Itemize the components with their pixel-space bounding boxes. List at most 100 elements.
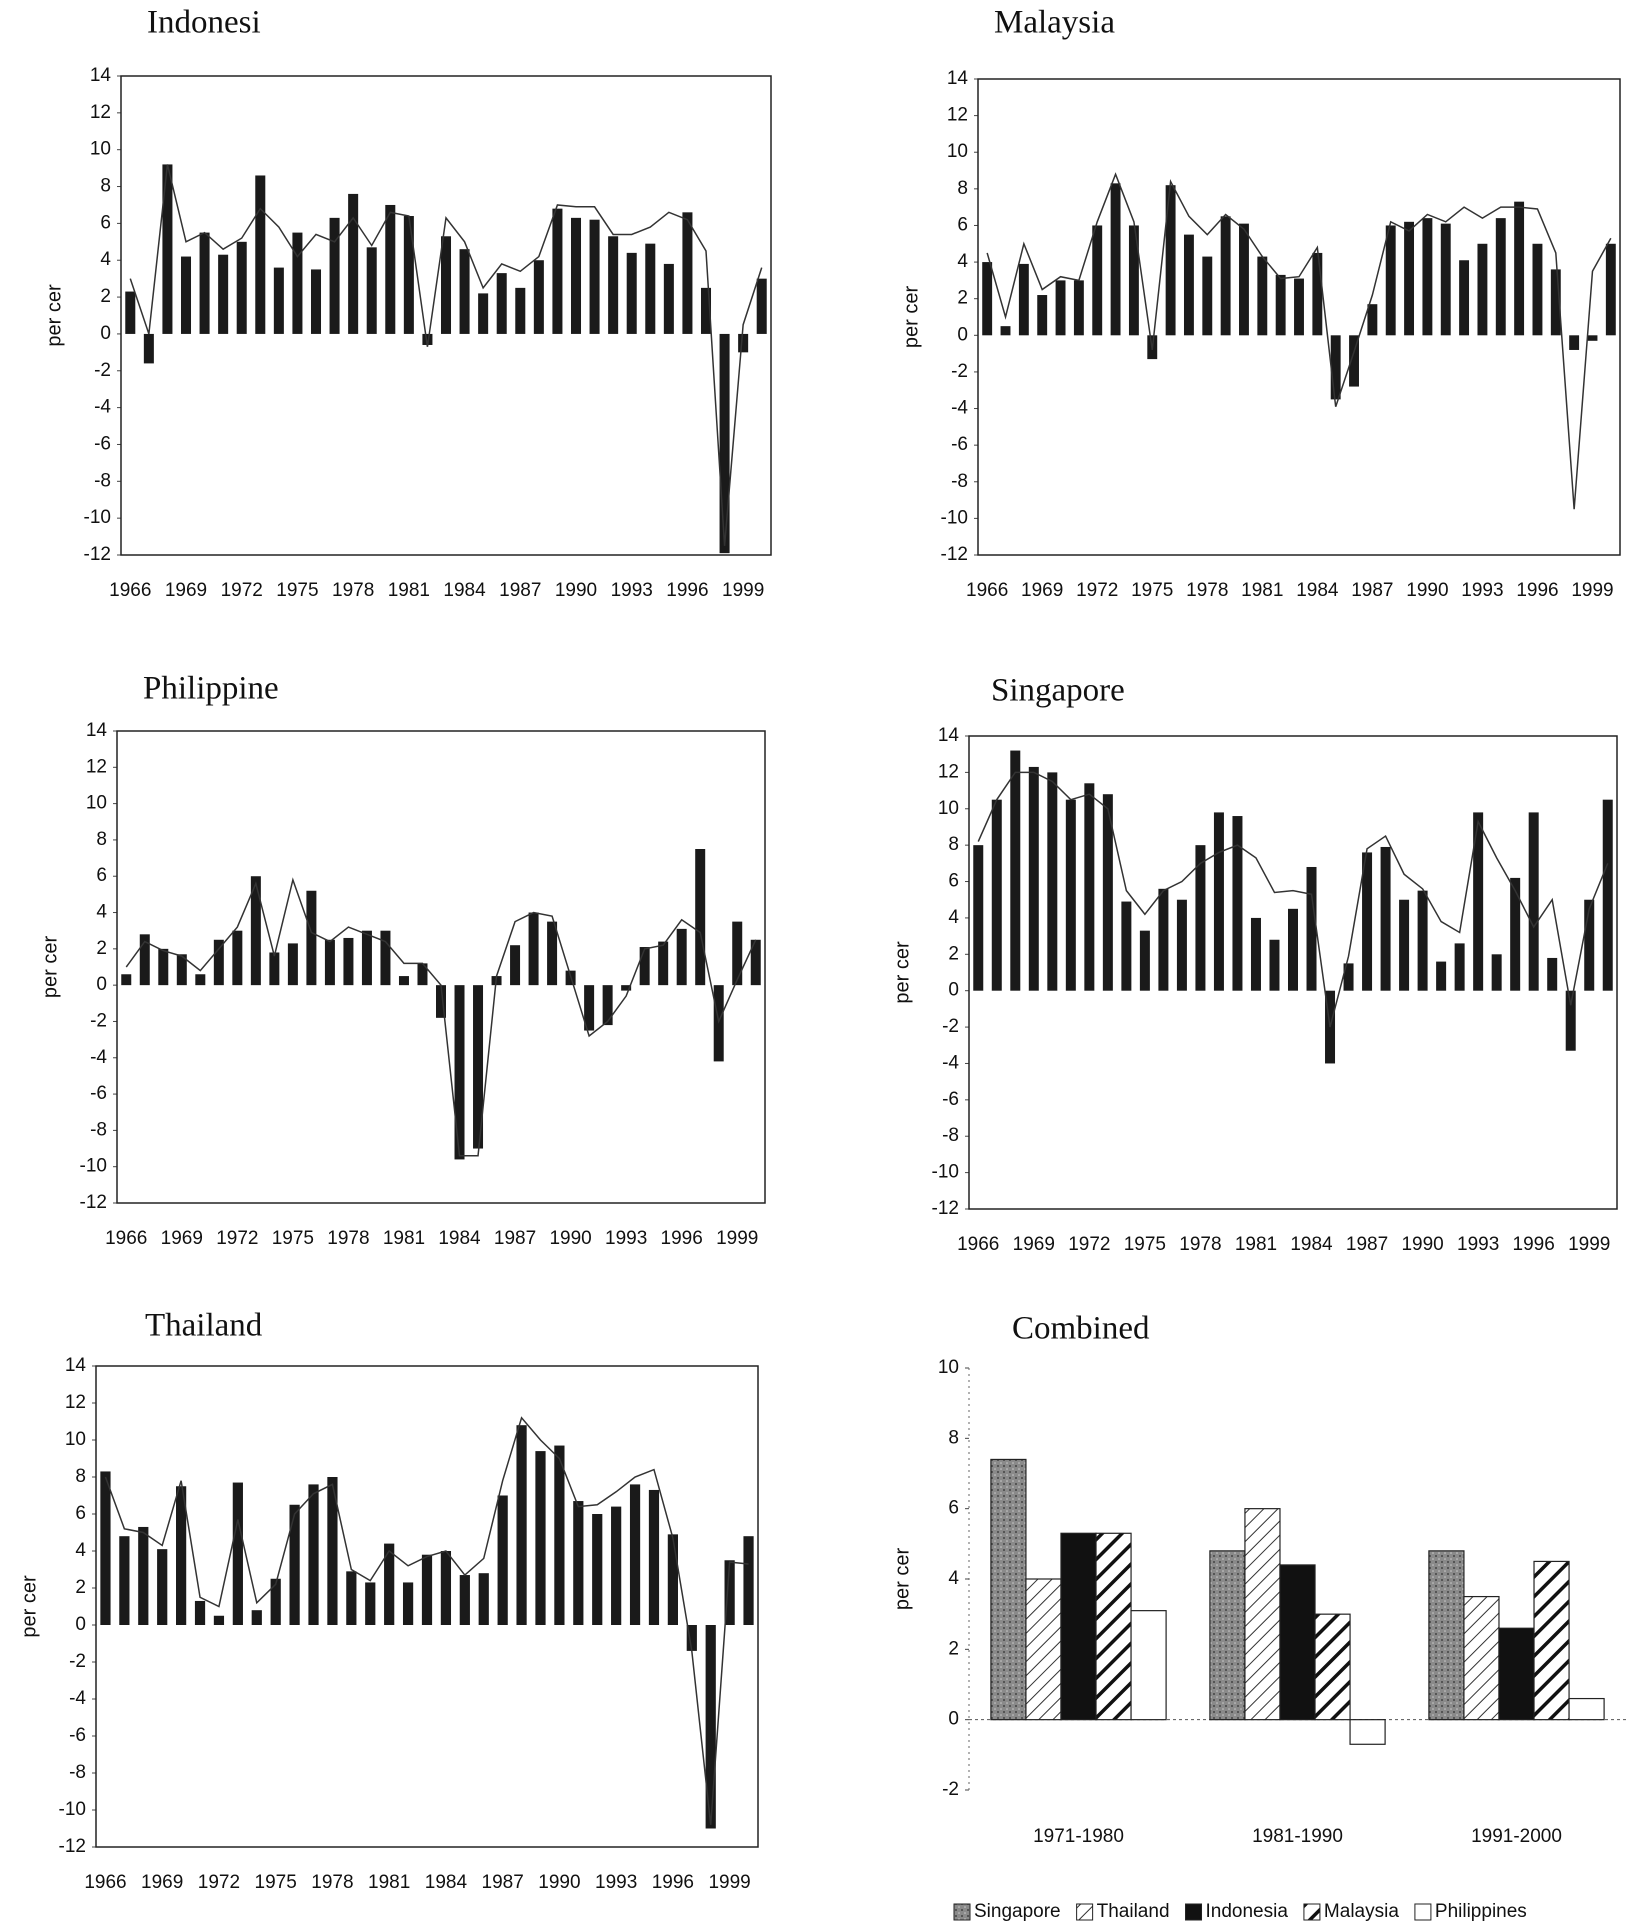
y-tick-label: 2 (948, 1638, 959, 1659)
x-tick-label: 1969 (141, 1872, 183, 1893)
x-tick-label: 1975 (255, 1872, 297, 1893)
figure: Indonesiper cer-12-10-8-6-4-202468101214… (0, 0, 1639, 1930)
x-tick-label: 1981 (1235, 1234, 1277, 1255)
x-tick-label: 1996 (652, 1872, 694, 1893)
bar (271, 1579, 281, 1625)
bar (1569, 335, 1579, 350)
x-tick-label: 1993 (595, 1872, 637, 1893)
y-tick-label: 0 (948, 1709, 959, 1730)
bar (1239, 224, 1249, 336)
x-tick-label: 1978 (1186, 580, 1228, 601)
x-tick-label: 1966 (105, 1228, 147, 1249)
bar (144, 334, 154, 363)
bar (1477, 244, 1487, 336)
bar (1026, 1579, 1061, 1720)
bar (1566, 991, 1576, 1051)
y-tick-label: 8 (100, 176, 111, 197)
y-tick-label: -2 (69, 1651, 86, 1672)
y-tick-label: -12 (59, 1836, 86, 1857)
bar (1019, 264, 1029, 335)
y-tick-label: -10 (80, 1156, 107, 1177)
legend-swatch (954, 1904, 970, 1920)
bar (1569, 1699, 1604, 1720)
x-tick-label: 1966 (84, 1872, 126, 1893)
bar (529, 913, 539, 986)
bar (125, 292, 135, 334)
bar (498, 1496, 508, 1626)
bar (515, 288, 525, 334)
y-tick-label: -2 (90, 1010, 107, 1031)
bar (252, 1610, 262, 1625)
y-tick-label: 0 (100, 323, 111, 344)
bar (330, 218, 340, 334)
bar (603, 985, 613, 1025)
x-tick-label: 1999 (722, 580, 764, 601)
bar (325, 940, 335, 985)
x-tick-label: 1984 (1290, 1234, 1333, 1255)
y-tick-label: -12 (941, 544, 968, 565)
bar (1294, 279, 1304, 336)
legend-swatch (1186, 1904, 1202, 1920)
legend-label: Thailand (1097, 1901, 1170, 1922)
y-tick-label: 0 (957, 324, 968, 345)
bar (649, 1490, 659, 1625)
x-tick-label: 1993 (1461, 580, 1503, 601)
bar (1202, 257, 1212, 336)
x-tick-label: 1984 (443, 580, 486, 601)
y-axis-label: per cer (39, 936, 61, 999)
bar (138, 1527, 148, 1625)
x-tick-label: 1978 (332, 580, 374, 601)
x-tick-label: 1987 (1346, 1234, 1388, 1255)
chart-title: Malaysia (994, 5, 1115, 41)
bar (441, 236, 451, 334)
chart-title: Philippine (143, 671, 279, 707)
bar (1459, 260, 1469, 335)
bar (1381, 847, 1391, 991)
x-tick-label: 1972 (1076, 580, 1118, 601)
chart-title: Singapore (991, 673, 1125, 709)
bar (1245, 1509, 1280, 1720)
x-tick-label: 1981 (383, 1228, 425, 1249)
bar (1001, 326, 1011, 335)
bar (1066, 800, 1076, 991)
bar (1121, 902, 1131, 991)
bar (399, 976, 409, 985)
x-tick-label: 1984 (425, 1872, 468, 1893)
bar (422, 1555, 432, 1625)
panel: Indonesiper cer-12-10-8-6-4-202468101214… (43, 5, 771, 601)
bar (158, 949, 168, 985)
x-tick-label: 1972 (1068, 1234, 1110, 1255)
bar (1061, 1533, 1096, 1719)
bar (757, 279, 767, 334)
bar (1422, 218, 1432, 335)
bar (1606, 244, 1616, 336)
y-tick-label: 4 (948, 1568, 959, 1589)
bar (1404, 222, 1414, 336)
y-tick-label: -6 (90, 1083, 107, 1104)
y-tick-label: -8 (94, 470, 111, 491)
bar (1464, 1597, 1499, 1720)
legend-label: Philippines (1435, 1901, 1527, 1922)
y-tick-label: 14 (65, 1355, 87, 1376)
bar (1418, 891, 1428, 991)
bar (516, 1425, 526, 1625)
bar (404, 216, 414, 334)
bar (367, 247, 377, 334)
x-tick-label: 1981-1990 (1252, 1826, 1343, 1847)
bar (695, 849, 705, 985)
bar (1367, 304, 1377, 335)
bar (1276, 275, 1286, 335)
x-tick-label: 1978 (1179, 1234, 1221, 1255)
y-tick-label: 6 (100, 212, 111, 233)
y-tick-label: 10 (65, 1429, 86, 1450)
bar (1140, 931, 1150, 991)
x-tick-label: 1999 (716, 1228, 758, 1249)
bar (677, 929, 687, 985)
panel: Combinedper cer-202468101971-19801981-19… (891, 1311, 1626, 1922)
x-tick-label: 1972 (221, 580, 263, 601)
x-tick-label: 1987 (1351, 580, 1393, 601)
bar (1232, 816, 1242, 991)
bar (1111, 183, 1121, 335)
x-tick-label: 1981 (388, 580, 430, 601)
bar (1251, 918, 1261, 991)
